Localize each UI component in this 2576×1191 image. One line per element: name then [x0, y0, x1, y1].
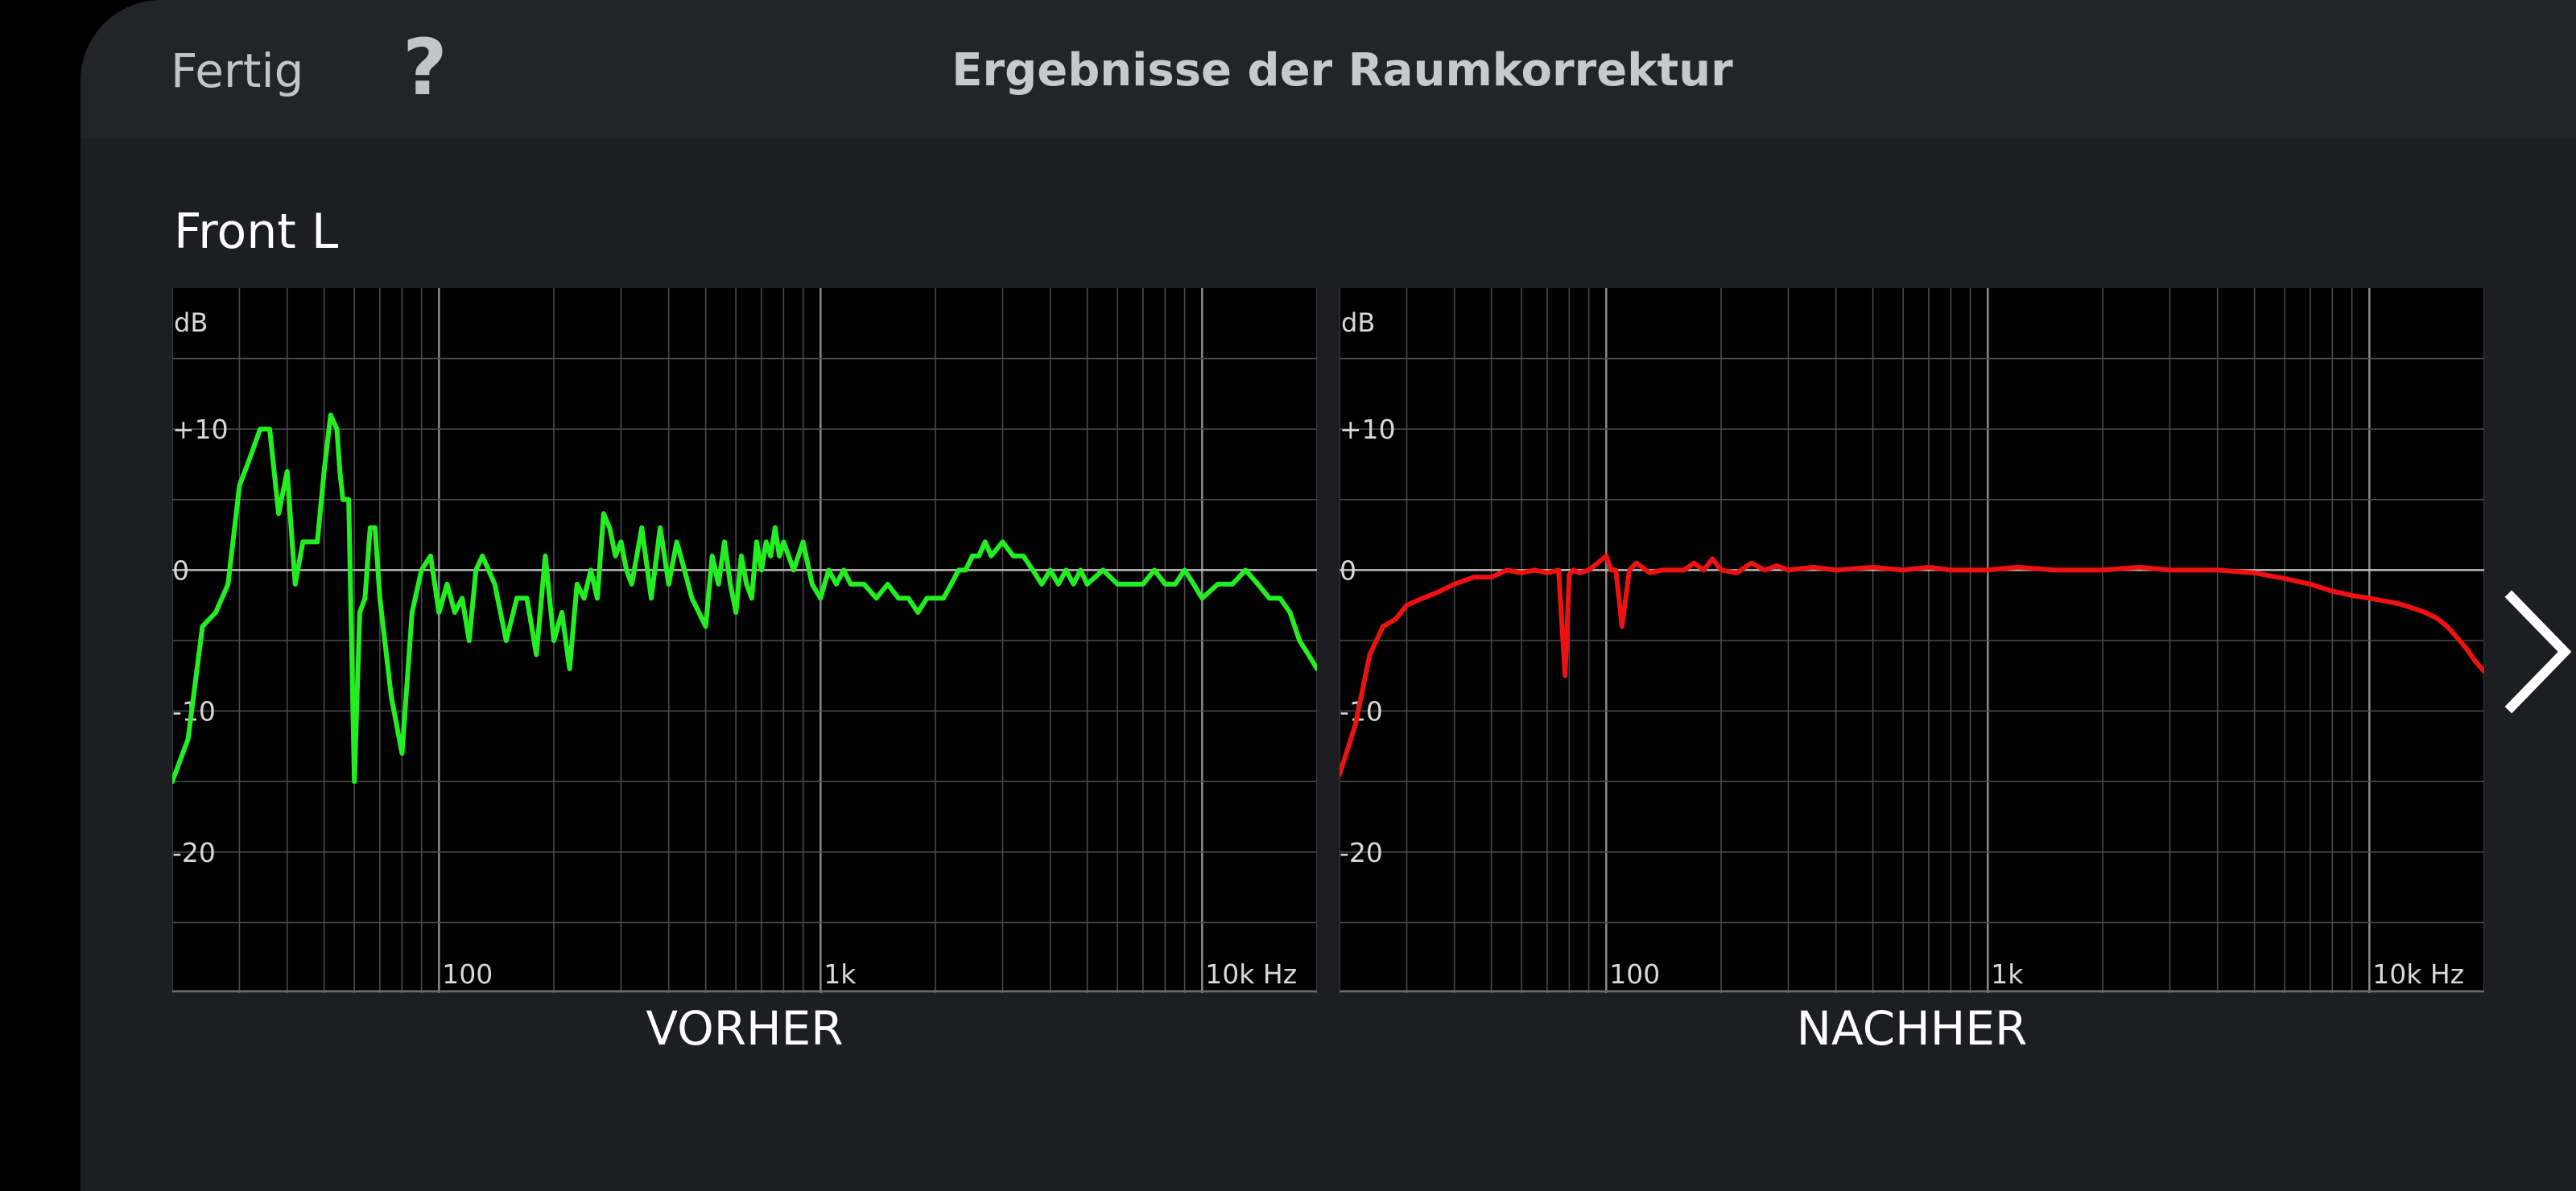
- top-bar: Fertig ? Ergebnisse der Raumkorrektur: [80, 0, 2576, 138]
- x-tick-label: 10k Hz: [1205, 958, 1297, 990]
- y-tick-label: +10: [172, 414, 229, 445]
- done-button[interactable]: Fertig: [171, 43, 304, 98]
- chevron-right-icon[interactable]: [2502, 587, 2574, 716]
- chart-before: dB +10 0 -10 -20 100 1k 10k Hz: [172, 288, 1317, 993]
- chart-after: dB +10 0 -10 -20 100 1k 10k Hz: [1340, 288, 2484, 993]
- y-axis-unit-label: dB: [1341, 307, 1375, 338]
- y-tick-label: -20: [172, 837, 216, 868]
- y-axis-unit-label: dB: [174, 307, 208, 338]
- help-button[interactable]: ?: [402, 23, 448, 113]
- x-tick-label: 10k Hz: [2372, 958, 2464, 990]
- channel-label: Front L: [174, 204, 339, 260]
- y-tick-label: -20: [1340, 837, 1383, 868]
- x-tick-label: 100: [1609, 958, 1660, 990]
- x-tick-label: 100: [442, 958, 493, 990]
- y-tick-label: 0: [1340, 554, 1356, 586]
- x-tick-label: 1k: [824, 958, 857, 990]
- response-curve: [1340, 553, 2484, 777]
- y-tick-label: 0: [172, 554, 189, 586]
- page-title: Ergebnisse der Raumkorrektur: [952, 44, 1733, 97]
- chart-after-caption: NACHHER: [1796, 1001, 2028, 1056]
- response-curve: [172, 412, 1317, 785]
- chart-before-caption: VORHER: [646, 1001, 844, 1056]
- results-panel: Fertig ? Ergebnisse der Raumkorrektur Fr…: [80, 0, 2576, 1191]
- x-tick-label: 1k: [1991, 958, 2024, 990]
- y-tick-label: +10: [1340, 414, 1396, 445]
